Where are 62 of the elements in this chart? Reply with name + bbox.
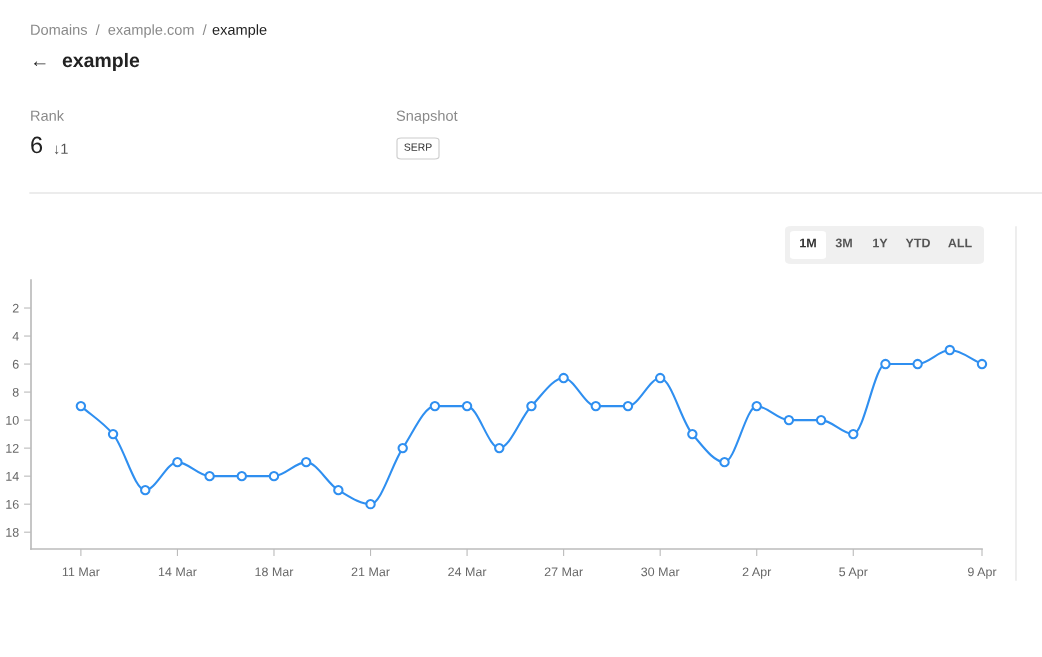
x-tick-label: 21 Mar — [351, 567, 390, 577]
x-tick-label: 14 Mar — [158, 567, 197, 577]
point — [494, 442, 505, 454]
chart-title: example — [62, 52, 140, 72]
y-tick-label: 18 — [6, 527, 19, 537]
point — [848, 428, 859, 440]
text: 6 — [31, 136, 43, 154]
point — [719, 456, 730, 468]
point — [590, 400, 602, 412]
point — [268, 470, 280, 482]
y-tick-label: 2 — [12, 303, 19, 313]
point — [236, 470, 247, 482]
x-tick-label: 9 Apr — [967, 567, 997, 579]
text: 3M — [835, 238, 852, 248]
text: YTD — [905, 238, 930, 248]
text: ← — [33, 61, 46, 67]
point — [75, 400, 87, 412]
point — [107, 428, 119, 440]
point — [944, 344, 956, 356]
point — [333, 484, 344, 496]
y-tick-label: 12 — [6, 443, 19, 453]
text: SERP — [404, 143, 432, 151]
point — [654, 372, 666, 384]
y-tick-label: 6 — [12, 359, 19, 369]
point — [140, 484, 151, 496]
point — [461, 400, 473, 412]
x-tick-label: 18 Mar — [255, 567, 294, 577]
text: ALL — [948, 238, 972, 248]
y-tick-label: 4 — [12, 331, 19, 341]
point — [783, 414, 795, 426]
text: Rank — [31, 110, 65, 121]
y-tick-label: 8 — [12, 387, 19, 397]
text: example — [212, 24, 267, 38]
point — [815, 414, 827, 426]
text: Snapshot — [396, 110, 458, 124]
point — [172, 456, 183, 468]
point — [751, 400, 762, 412]
y-tick-label: 16 — [6, 499, 19, 509]
y-tick-label: 10 — [6, 415, 19, 425]
y-tick-label: 14 — [6, 472, 19, 481]
text: 1M — [800, 238, 816, 248]
text: 1Y — [873, 238, 888, 248]
x-tick-label: 2 Apr — [742, 567, 772, 579]
point — [880, 358, 891, 370]
point — [976, 358, 988, 370]
point — [300, 456, 312, 468]
x-tick-label: 24 Mar — [448, 567, 487, 577]
point — [365, 498, 376, 510]
x-tick-label: 11 Mar — [62, 567, 100, 577]
point — [397, 442, 408, 454]
point — [429, 400, 441, 412]
x-tick-label: 30 Mar — [641, 567, 680, 577]
point — [204, 470, 215, 482]
point — [912, 358, 923, 370]
text: ↓1 — [54, 143, 68, 155]
x-tick-label: 27 Mar — [544, 567, 583, 577]
point — [526, 400, 537, 412]
text: Domains / example.com / — [31, 24, 207, 38]
point — [558, 372, 569, 384]
x-tick-label: 5 Apr — [839, 567, 868, 579]
point — [687, 428, 698, 440]
point — [622, 400, 634, 412]
